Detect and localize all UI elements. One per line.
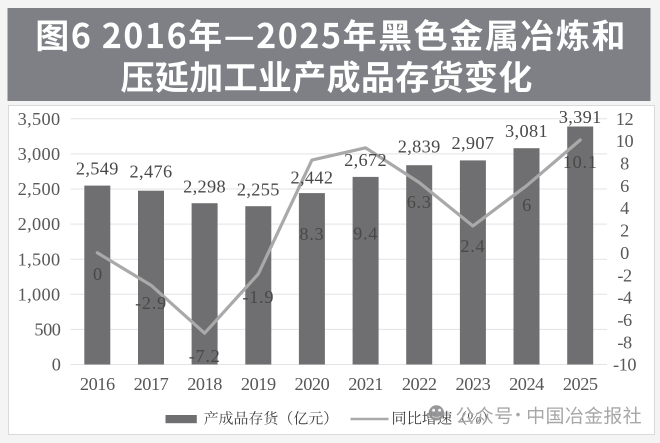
svg-text:2,000: 2,000 [18,214,61,234]
svg-text:2,500: 2,500 [18,179,61,199]
svg-text:3,391: 3,391 [559,107,602,127]
svg-text:8.3: 8.3 [299,224,324,244]
svg-text:2024: 2024 [509,374,544,394]
svg-text:500: 500 [34,320,60,340]
svg-text:2: 2 [620,221,629,241]
svg-text:-1.9: -1.9 [242,287,274,307]
svg-text:2,672: 2,672 [344,150,387,170]
svg-text:2016: 2016 [80,374,115,394]
svg-text:2.4: 2.4 [460,236,485,256]
svg-text:2,549: 2,549 [76,159,119,179]
svg-text:2025: 2025 [563,374,598,394]
svg-text:-6: -6 [617,310,632,330]
svg-text:2018: 2018 [187,374,222,394]
svg-text:2,255: 2,255 [237,179,280,199]
svg-text:2021: 2021 [348,374,383,394]
svg-text:2,298: 2,298 [183,176,226,196]
svg-text:0: 0 [52,355,61,375]
svg-text:2023: 2023 [456,374,491,394]
svg-text:2022: 2022 [402,374,437,394]
svg-text:1,000: 1,000 [18,284,61,304]
svg-text:10.1: 10.1 [563,152,598,172]
svg-text:-2.9: -2.9 [135,293,167,313]
svg-text:2019: 2019 [241,374,276,394]
svg-text:0: 0 [620,243,629,263]
svg-text:2,907: 2,907 [451,133,494,153]
svg-text:2,839: 2,839 [398,137,441,157]
svg-text:-8: -8 [617,332,632,352]
svg-text:12: 12 [616,109,634,129]
svg-text:3,500: 3,500 [18,109,61,129]
svg-text:4: 4 [620,198,629,218]
svg-text:2020: 2020 [295,374,330,394]
svg-text:9.4: 9.4 [353,223,378,243]
svg-text:-10: -10 [613,355,636,375]
svg-text:8: 8 [620,154,629,174]
svg-text:0: 0 [93,264,102,284]
svg-text:-4: -4 [617,288,632,308]
svg-text:6.3: 6.3 [407,192,432,212]
svg-text:6: 6 [522,195,531,215]
svg-text:-2: -2 [617,265,632,285]
svg-text:3,000: 3,000 [18,144,61,164]
svg-text:2,476: 2,476 [130,162,173,182]
svg-text:2,442: 2,442 [290,167,333,187]
svg-text:6: 6 [620,176,629,196]
svg-text:1,500: 1,500 [18,249,61,269]
svg-text:10: 10 [616,131,634,151]
svg-text:2017: 2017 [134,374,169,394]
svg-text:-7.2: -7.2 [189,346,221,366]
svg-text:3,081: 3,081 [505,121,548,141]
